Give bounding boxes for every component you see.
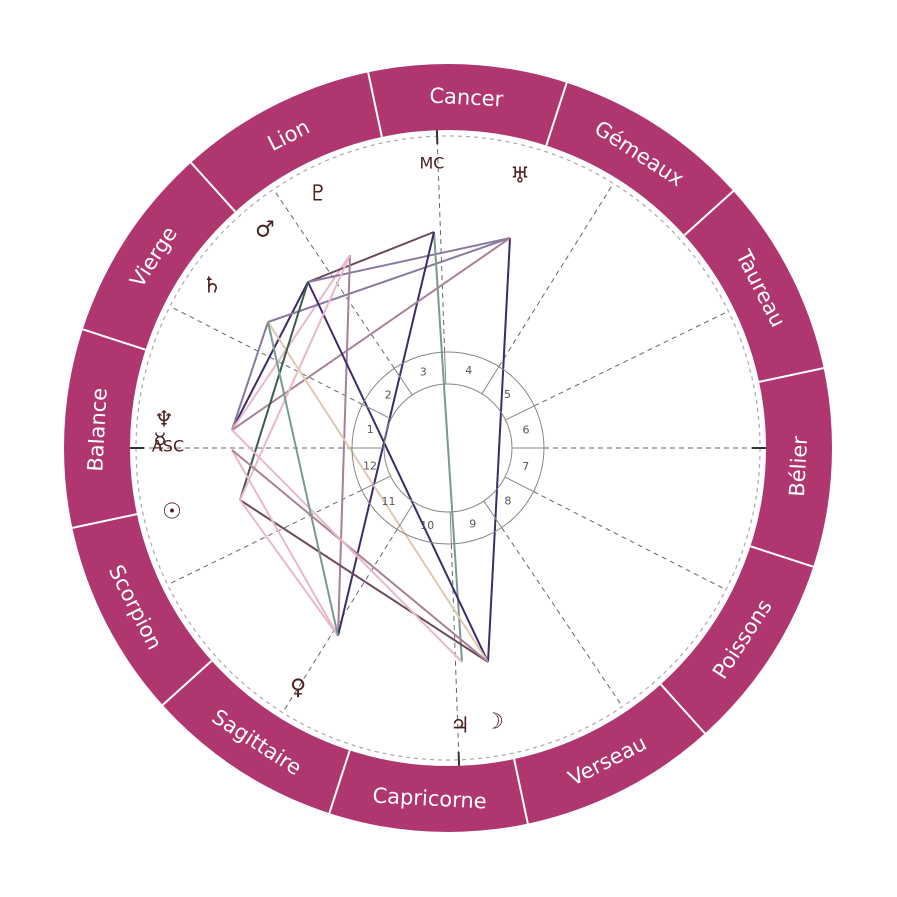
sign-divider (190, 161, 236, 213)
house-ring-divider (481, 366, 500, 394)
uranus-icon: ♅ (510, 164, 530, 189)
aspect-line (231, 449, 339, 637)
pluto-icon: ♇ (308, 182, 328, 207)
house-number: 7 (522, 460, 529, 473)
house-ring-divider (393, 368, 413, 396)
sign-divider (161, 660, 213, 706)
sign-divider (750, 545, 814, 568)
aspect-line (231, 449, 489, 663)
aspect-line (231, 237, 511, 431)
aspect-line (337, 231, 435, 637)
sun-icon: ☉ (162, 500, 182, 525)
house-ring-divider (504, 476, 534, 493)
house-number: 4 (465, 364, 472, 377)
mars-icon: ♂ (255, 218, 275, 243)
aspect-line (307, 281, 489, 663)
sign-divider (82, 328, 146, 351)
zodiac-band (64, 64, 832, 832)
zodiac-sign-label: Capricorne (372, 784, 487, 814)
house-cusp-line (167, 489, 362, 586)
house-ring-divider (362, 403, 392, 420)
aspect-line (267, 237, 511, 323)
house-ring-divider (396, 502, 415, 530)
asc-label: ASC (152, 437, 184, 456)
house-cusp-line (450, 543, 460, 760)
house-number: 8 (504, 495, 511, 508)
house-number: 3 (420, 365, 427, 378)
moon-icon: ☽ (484, 710, 504, 735)
sign-divider (758, 367, 824, 383)
aspect-line (231, 429, 463, 663)
sign-divider (328, 750, 351, 814)
mercury-icon: ☿ (153, 430, 167, 455)
aspect-line (487, 237, 511, 663)
house-cusp-line (501, 527, 623, 707)
house-number: 9 (469, 518, 476, 531)
house-number: 6 (522, 424, 529, 437)
house-number: 1 (367, 423, 374, 436)
aspect-line (433, 231, 463, 663)
aspect-line (239, 499, 489, 663)
house-cusp-line (498, 183, 614, 367)
house-number: 12 (363, 459, 377, 472)
mc-label: MC (420, 154, 445, 173)
zodiac-sign-label: Cancer (429, 84, 504, 112)
zodiac-ring: BélierTaureauGémeauxCancerLionViergeBala… (64, 64, 832, 832)
house-number: 5 (504, 388, 511, 401)
aspect-line (231, 254, 351, 431)
sign-divider (367, 72, 383, 138)
aspect-line (307, 231, 435, 283)
saturn-icon: ♄ (202, 274, 222, 299)
sign-divider (683, 190, 735, 236)
aspect-line (267, 321, 339, 637)
aspect-line (267, 321, 489, 663)
house-cusp-line (169, 305, 363, 405)
house-ring-divider (361, 475, 391, 491)
venus-icon: ♀ (290, 676, 306, 701)
aspect-line (239, 281, 309, 501)
inner-wheel (130, 130, 766, 766)
house-ring-divider (444, 352, 447, 385)
house-number: 11 (382, 495, 396, 508)
sign-divider (660, 683, 706, 735)
sign-divider (545, 82, 568, 146)
house-ring-divider (483, 500, 503, 528)
neptune-icon: ♆ (154, 408, 174, 433)
house-ring-divider (505, 405, 535, 421)
jupiter-icon: ♃ (450, 714, 470, 739)
aspect-line (239, 254, 351, 501)
aspect-line (231, 281, 309, 431)
sign-divider (72, 513, 138, 529)
sign-divider (513, 758, 529, 824)
house-cusp-line (533, 491, 727, 591)
house-ring-divider (449, 511, 452, 544)
aspect-line (231, 321, 269, 431)
zodiac-sign-label: Balance (83, 387, 111, 472)
aspect-line (337, 254, 351, 637)
house-number: 2 (385, 388, 392, 401)
aspect-lines (231, 231, 511, 663)
zodiac-sign-label: Bélier (785, 435, 812, 497)
house-number: 10 (420, 519, 434, 532)
aspect-line (239, 499, 339, 637)
house-cusp-line (534, 310, 729, 407)
house-cusp-line (282, 529, 398, 713)
planet-glyphs: ASC MC ☉ ☽ ☿ ♀ ♂ ♃ ♄ ♅ ♆ ♇ (152, 154, 530, 739)
